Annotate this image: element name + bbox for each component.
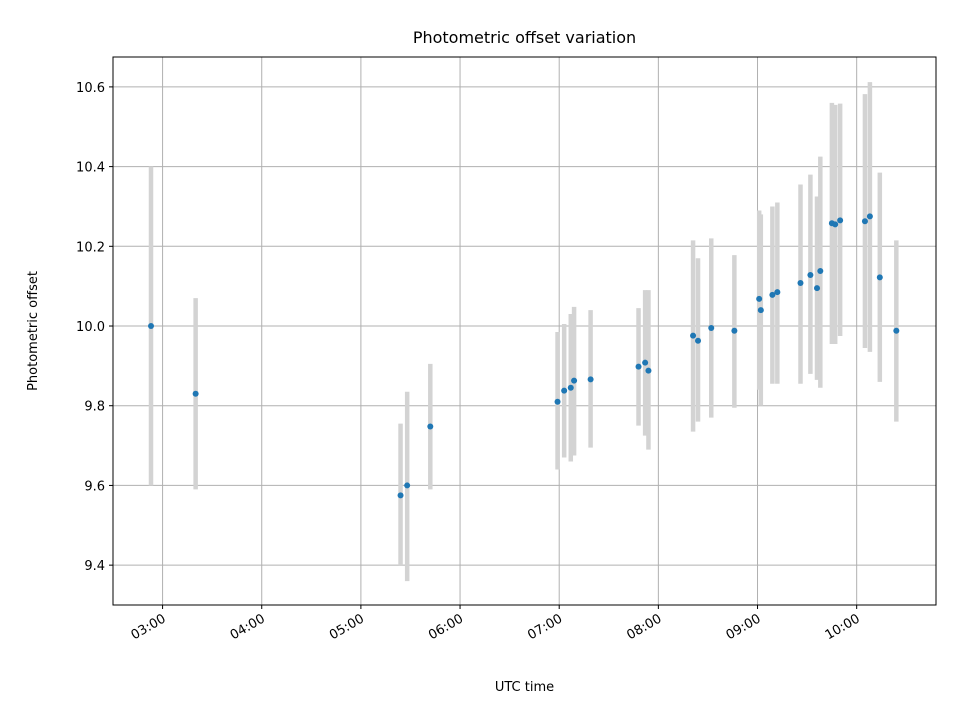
y-tick-label: 9.6 xyxy=(84,479,105,494)
chart-title: Photometric offset variation xyxy=(413,28,636,47)
data-point xyxy=(645,367,652,374)
data-point xyxy=(642,359,649,366)
plot-frame xyxy=(112,56,937,606)
x-axis-label: UTC time xyxy=(495,680,554,695)
data-point xyxy=(192,390,199,397)
data-point xyxy=(866,213,873,220)
data-point xyxy=(756,295,763,302)
data-point xyxy=(861,218,868,225)
data-point xyxy=(397,492,404,499)
data-point xyxy=(837,217,844,224)
data-point xyxy=(708,325,715,332)
data-point xyxy=(567,384,574,391)
y-tick-label: 10.0 xyxy=(76,320,105,335)
y-tick-label: 9.8 xyxy=(84,400,105,415)
data-point xyxy=(561,387,568,394)
data-point xyxy=(814,285,821,292)
data-point xyxy=(893,327,900,334)
data-point xyxy=(757,307,764,314)
data-point xyxy=(817,268,824,275)
data-point xyxy=(832,221,839,228)
data-point xyxy=(695,337,702,344)
y-tick-label: 9.4 xyxy=(84,559,105,574)
data-point xyxy=(404,482,411,489)
y-axis: 9.4 9.6 9.8 10.0 10.2 10.4 10.6 xyxy=(76,81,113,574)
y-tick-label: 10.2 xyxy=(76,240,105,255)
data-point xyxy=(876,274,883,281)
y-tick-label: 10.6 xyxy=(76,81,105,96)
data-point xyxy=(807,272,814,279)
data-point xyxy=(587,376,594,383)
data-point xyxy=(635,363,642,370)
data-point xyxy=(731,327,738,334)
data-point xyxy=(554,398,561,405)
data-points xyxy=(148,213,900,499)
data-point xyxy=(690,332,697,339)
y-tick-label: 10.4 xyxy=(76,161,105,176)
data-point xyxy=(769,291,776,298)
data-point xyxy=(427,423,434,430)
data-point xyxy=(797,279,804,286)
data-point xyxy=(148,323,155,330)
grid xyxy=(113,57,936,605)
data-point xyxy=(571,377,578,384)
y-axis-label: Photometric offset xyxy=(26,271,41,391)
data-point xyxy=(774,289,781,296)
